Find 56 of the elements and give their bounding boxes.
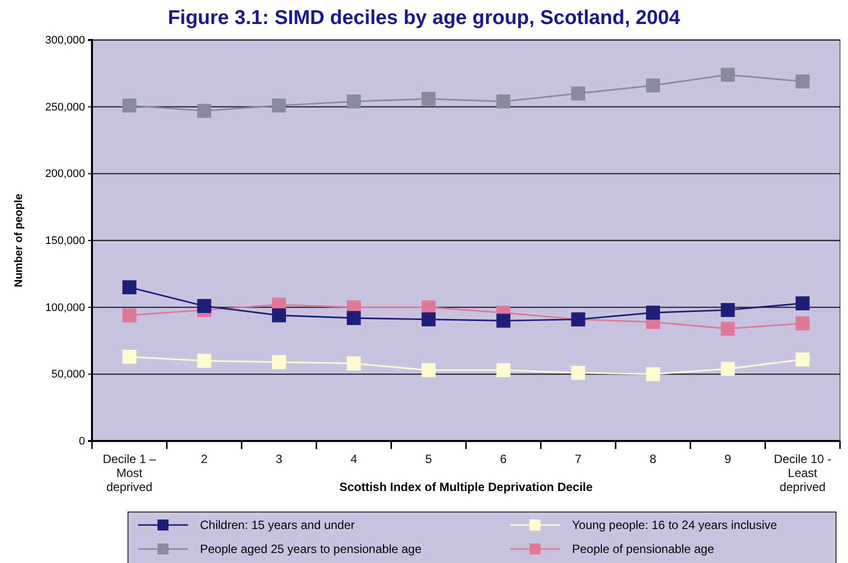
- point: [422, 312, 436, 326]
- y-tick-label: 0: [78, 436, 85, 448]
- x-axis-title: Scottish Index of Multiple Deprivation Decile: [339, 480, 594, 494]
- point: [122, 280, 136, 294]
- x-tick-label: 8: [650, 452, 657, 466]
- point: [197, 354, 212, 368]
- legend-label: People aged 25 years to pensionable age: [200, 542, 422, 556]
- point: [197, 298, 212, 313]
- y-tick-label: 50,000: [51, 368, 85, 381]
- point: [720, 68, 735, 82]
- y-axis-title: Number of people: [13, 194, 25, 288]
- y-tick-label: 200,000: [45, 168, 85, 180]
- legend-label: People of pensionable age: [572, 542, 714, 556]
- x-tick-label: 2: [200, 452, 208, 466]
- point: [571, 86, 586, 100]
- x-tick-label: Decile 10 - Least deprived: [774, 452, 832, 494]
- point: [796, 352, 810, 366]
- point: [796, 74, 810, 88]
- point: [496, 94, 510, 108]
- point: [720, 322, 735, 336]
- point: [122, 98, 136, 112]
- point: [272, 308, 286, 322]
- legend-label: Young people: 16 to 24 years inclusive: [572, 518, 778, 532]
- x-tick-label: 6: [500, 452, 508, 466]
- x-tick-label: Decile 1 – Most deprived: [102, 452, 156, 494]
- point: [646, 78, 660, 92]
- x-tick-label: 3: [276, 452, 283, 466]
- y-tick-label: 250,000: [45, 101, 85, 114]
- point: [272, 355, 286, 370]
- point: [646, 306, 660, 320]
- point: [197, 104, 212, 118]
- point: [346, 94, 361, 108]
- x-tick-label: 5: [425, 452, 432, 466]
- x-tick-label: 9: [724, 452, 732, 466]
- y-tick-label: 300,000: [45, 34, 85, 47]
- point: [272, 98, 286, 112]
- point: [346, 311, 361, 326]
- point: [720, 362, 735, 376]
- point: [422, 92, 436, 106]
- point: [496, 314, 510, 328]
- x-tick-label: 4: [350, 452, 358, 466]
- point: [122, 308, 136, 322]
- point: [122, 350, 136, 364]
- chart-title: Figure 3.1: SIMD deciles by age group, Scotland, 2004: [168, 7, 682, 29]
- point: [571, 366, 586, 380]
- point: [796, 316, 810, 330]
- y-tick-label: 150,000: [45, 235, 85, 248]
- point: [422, 363, 436, 378]
- legend-label: Children: 15 years and under: [200, 518, 355, 532]
- point: [796, 296, 810, 310]
- point: [346, 356, 361, 370]
- x-tick-label: 7: [574, 452, 582, 466]
- y-tick-label: 100,000: [45, 302, 85, 314]
- point: [646, 367, 660, 382]
- point: [720, 303, 735, 318]
- point: [496, 363, 510, 378]
